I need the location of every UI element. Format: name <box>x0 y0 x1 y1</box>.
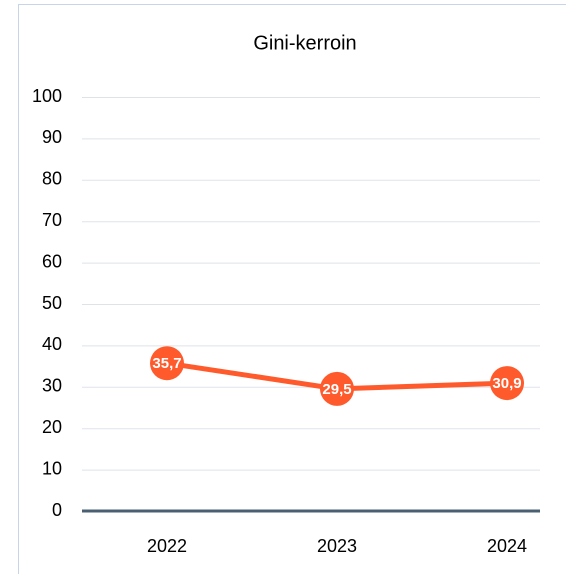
y-tick-label: 90 <box>42 127 62 147</box>
data-label: 29,5 <box>322 381 351 398</box>
y-tick-label: 0 <box>52 500 62 520</box>
y-tick-label: 10 <box>42 458 62 478</box>
y-tick-label: 100 <box>32 86 62 106</box>
y-tick-label: 70 <box>42 210 62 230</box>
data-label: 30,9 <box>492 375 521 392</box>
y-tick-label: 20 <box>42 417 62 437</box>
x-tick-label: 2024 <box>487 536 527 556</box>
y-tick-label: 40 <box>42 334 62 354</box>
y-tick-label: 30 <box>42 376 62 396</box>
data-point <box>150 346 184 381</box>
y-tick-label: 80 <box>42 169 62 189</box>
data-point <box>490 366 524 401</box>
chart-title: Gini-kerroin <box>253 32 356 54</box>
y-tick-label: 60 <box>42 251 62 271</box>
data-label: 35,7 <box>152 355 181 372</box>
data-point <box>320 371 354 406</box>
x-tick-label: 2023 <box>317 536 357 556</box>
y-tick-label: 50 <box>42 293 62 313</box>
x-tick-label: 2022 <box>147 536 187 556</box>
